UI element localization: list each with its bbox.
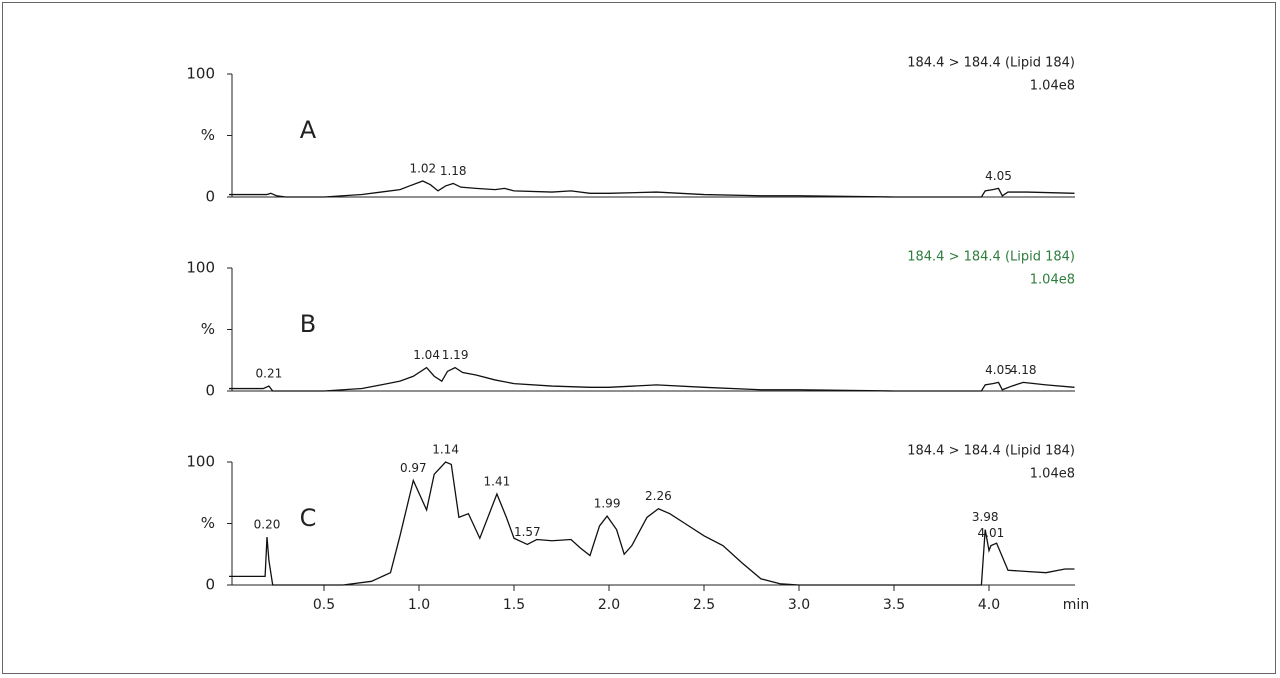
- peak-label: 0.97: [400, 461, 427, 475]
- trace-annotation: 184.4 > 184.4 (Lipid 184): [907, 56, 1075, 71]
- panel-letter: A: [300, 116, 317, 144]
- peak-label: 0.21: [256, 367, 283, 381]
- peak-label: 0.20: [254, 518, 281, 532]
- trace-line: [229, 180, 1075, 198]
- peak-label: 1.19: [442, 348, 469, 362]
- y-tick-label: 100: [186, 453, 215, 471]
- x-tick-label: 2.0: [598, 597, 620, 613]
- panel-letter: C: [300, 504, 317, 532]
- peak-label: 1.57: [514, 525, 541, 539]
- peak-label: 1.02: [409, 162, 436, 176]
- peak-label: 1.14: [432, 443, 459, 457]
- trace-annotation: 184.4 > 184.4 (Lipid 184): [907, 444, 1075, 459]
- y-tick-label: %: [201, 320, 215, 338]
- peak-label: 1.04: [413, 348, 440, 362]
- trace-annotation: 184.4 > 184.4 (Lipid 184): [907, 250, 1075, 265]
- y-tick-label: 100: [186, 259, 215, 277]
- peak-label: 1.41: [484, 474, 511, 488]
- y-tick-label: 0: [205, 382, 215, 400]
- trace-line: [229, 366, 1075, 392]
- x-tick-label: 3.0: [788, 597, 810, 613]
- panel-letter: B: [300, 310, 316, 338]
- peak-label: 4.18: [1010, 363, 1037, 377]
- y-tick-label: 0: [205, 576, 215, 594]
- x-tick-label: 1.5: [503, 597, 525, 613]
- peak-label: 2.26: [645, 489, 672, 503]
- trace-line: [229, 461, 1075, 586]
- x-tick-label: 3.5: [883, 597, 905, 613]
- x-tick-label: 0.5: [313, 597, 335, 613]
- peak-label: 1.18: [440, 164, 467, 178]
- peak-label: 4.05: [985, 363, 1012, 377]
- peak-label: 4.05: [985, 169, 1012, 183]
- trace-annotation: 1.04e8: [1030, 273, 1075, 288]
- peak-label: 3.98: [972, 510, 999, 524]
- y-tick-label: 100: [186, 65, 215, 83]
- trace-annotation: 1.04e8: [1030, 79, 1075, 94]
- y-tick-label: %: [201, 126, 215, 144]
- x-tick-label: 1.0: [408, 597, 430, 613]
- y-tick-label: 0: [205, 188, 215, 206]
- x-tick-label: 4.0: [978, 597, 1000, 613]
- x-axis-label: min: [1063, 597, 1089, 613]
- x-tick-label: 2.5: [693, 597, 715, 613]
- y-tick-label: %: [201, 514, 215, 532]
- trace-annotation: 1.04e8: [1030, 467, 1075, 482]
- peak-label: 4.01: [978, 526, 1005, 540]
- peak-label: 1.99: [594, 497, 621, 511]
